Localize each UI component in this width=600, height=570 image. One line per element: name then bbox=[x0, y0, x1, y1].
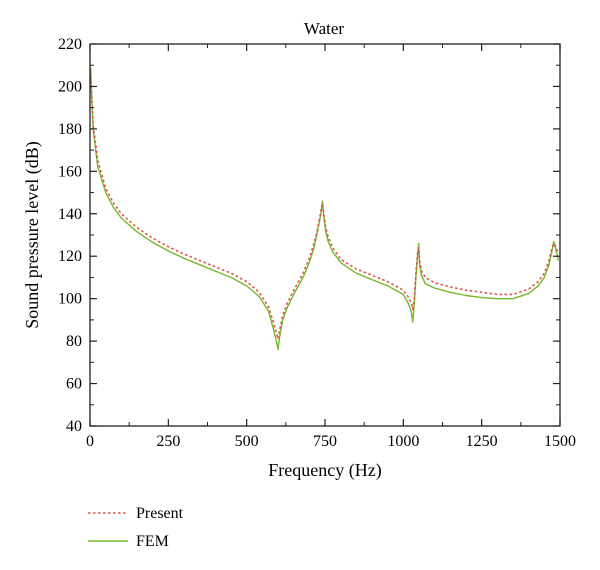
x-tick-label: 1500 bbox=[544, 433, 576, 450]
legend: Present FEM bbox=[88, 505, 184, 550]
y-tick-label: 120 bbox=[58, 248, 82, 265]
series-line-present bbox=[89, 75, 560, 340]
y-axis-ticks: 40 60 80 100 120 140 160 180 200 220 bbox=[58, 36, 560, 435]
y-tick-label: 100 bbox=[58, 291, 82, 308]
legend-label-fem: FEM bbox=[136, 533, 169, 550]
y-tick-label: 40 bbox=[66, 418, 82, 435]
y-tick-label: 200 bbox=[58, 78, 82, 95]
y-tick-label: 220 bbox=[58, 36, 82, 53]
y-tick-label: 80 bbox=[66, 333, 82, 350]
legend-label-present: Present bbox=[136, 505, 184, 522]
y-tick-label: 140 bbox=[58, 206, 82, 223]
y-axis-title: Sound pressure level (dB) bbox=[22, 141, 43, 328]
series-line-fem bbox=[89, 67, 560, 351]
x-axis-title: Frequency (Hz) bbox=[268, 460, 381, 481]
y-tick-label: 180 bbox=[58, 121, 82, 138]
x-axis-ticks: 0 250 500 750 1000 1250 1500 bbox=[86, 44, 576, 450]
x-tick-label: 500 bbox=[235, 433, 259, 450]
chart-title: Water bbox=[304, 19, 344, 38]
x-tick-label: 1000 bbox=[387, 433, 419, 450]
x-tick-label: 750 bbox=[313, 433, 337, 450]
y-tick-label: 60 bbox=[66, 376, 82, 393]
plot-frame bbox=[89, 43, 561, 427]
x-tick-label: 250 bbox=[156, 433, 180, 450]
x-tick-label: 0 bbox=[86, 433, 94, 450]
plot-series bbox=[89, 67, 560, 351]
y-tick-label: 160 bbox=[58, 163, 82, 180]
x-tick-label: 1250 bbox=[466, 433, 498, 450]
